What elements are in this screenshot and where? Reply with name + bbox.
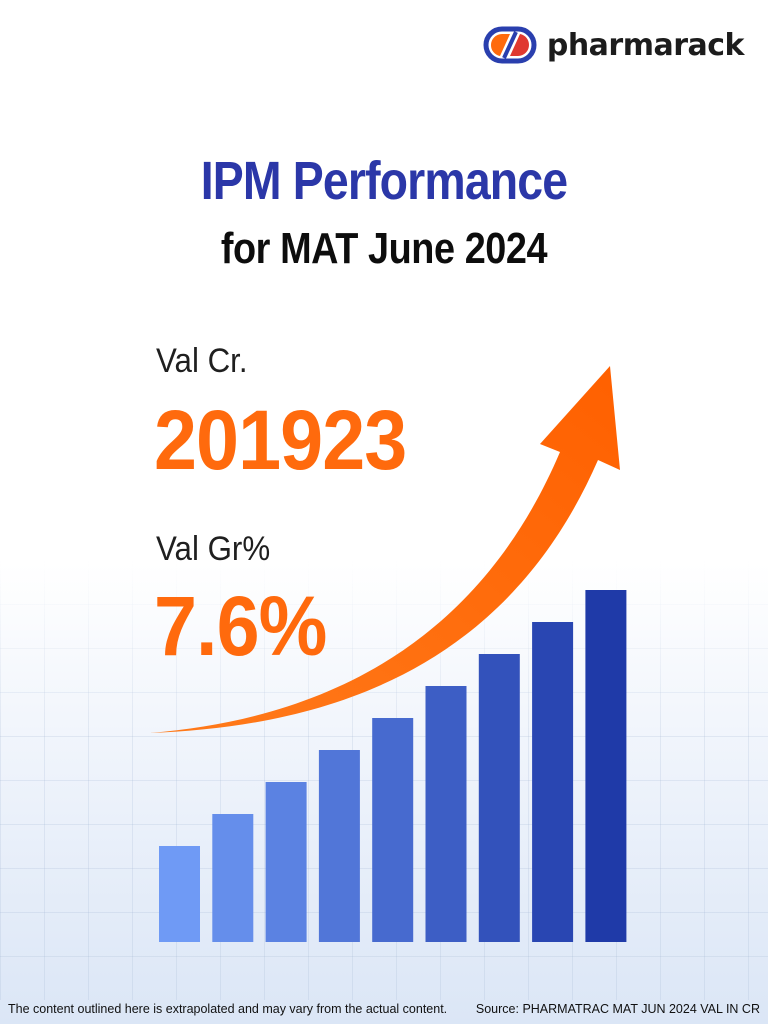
value-figure: 201923	[154, 393, 407, 487]
value-label: Val Cr.	[156, 342, 248, 380]
brand-logo: pharmarack	[483, 26, 745, 64]
brand-name: pharmarack	[546, 27, 745, 63]
grid-background	[0, 560, 768, 1000]
pharmarack-logo-icon	[483, 26, 537, 64]
disclaimer-text: The content outlined here is extrapolate…	[8, 1002, 448, 1016]
source-text: Source: PHARMATRAC MAT JUN 2024 VAL IN C…	[475, 1002, 760, 1016]
page-title: IPM Performance	[200, 151, 568, 211]
page-subtitle: for MAT June 2024	[220, 224, 548, 273]
growth-figure: 7.6%	[154, 579, 327, 673]
growth-label: Val Gr%	[156, 530, 271, 568]
